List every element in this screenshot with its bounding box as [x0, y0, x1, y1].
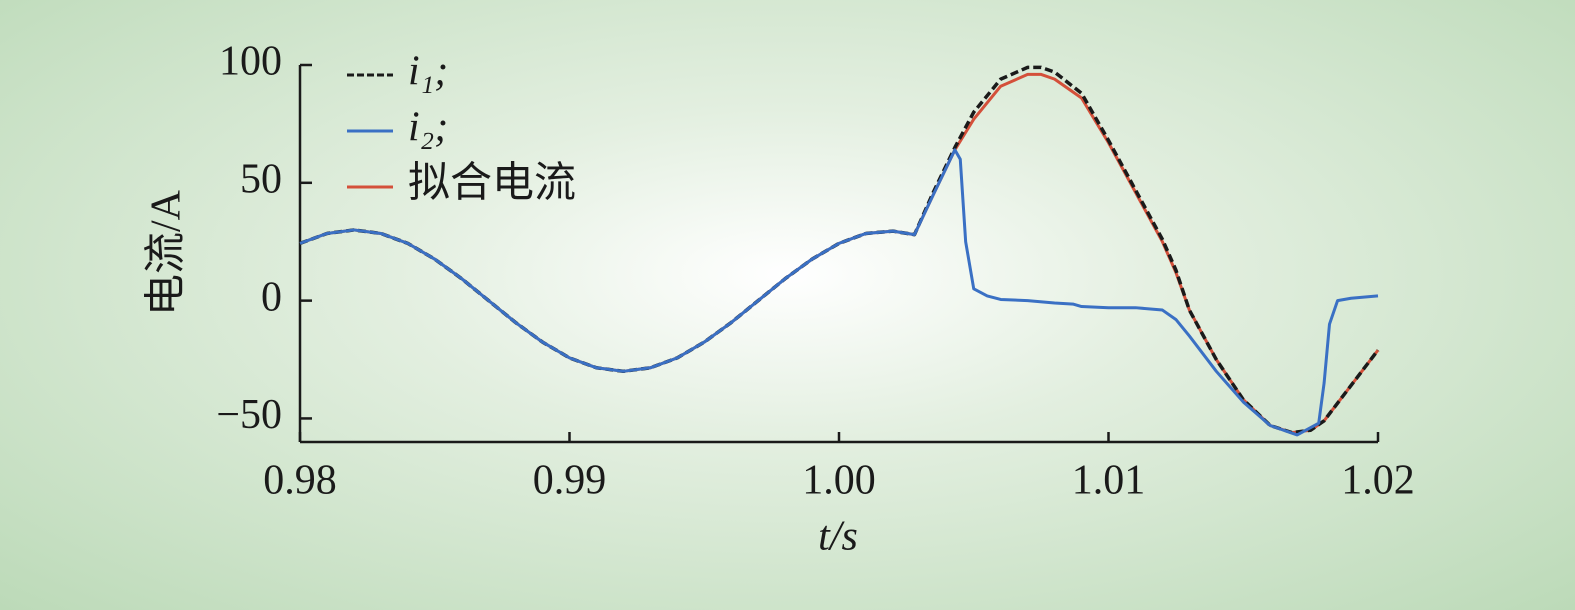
series-line — [299, 72, 1380, 435]
legend-label: i₁; — [408, 49, 448, 95]
x-tick-label: 0.98 — [263, 458, 337, 504]
y-tick-label: 0 — [261, 274, 282, 320]
x-axis-label: t/s — [818, 514, 858, 560]
series-line — [299, 65, 1380, 435]
y-tick-label: 100 — [219, 39, 282, 85]
x-tick-label: 1.00 — [802, 458, 876, 504]
y-tick-label: 50 — [240, 156, 282, 202]
x-tick-label: 0.99 — [533, 458, 607, 504]
legend-label: i₂; — [408, 105, 448, 151]
x-tick-label: 1.02 — [1341, 458, 1415, 504]
x-tick-label: 1.01 — [1072, 458, 1146, 504]
y-tick-label: −50 — [216, 392, 282, 438]
series-line — [299, 148, 1379, 437]
y-axis-label: 电流/A — [144, 189, 190, 316]
legend-label: 拟合电流 — [408, 161, 576, 207]
